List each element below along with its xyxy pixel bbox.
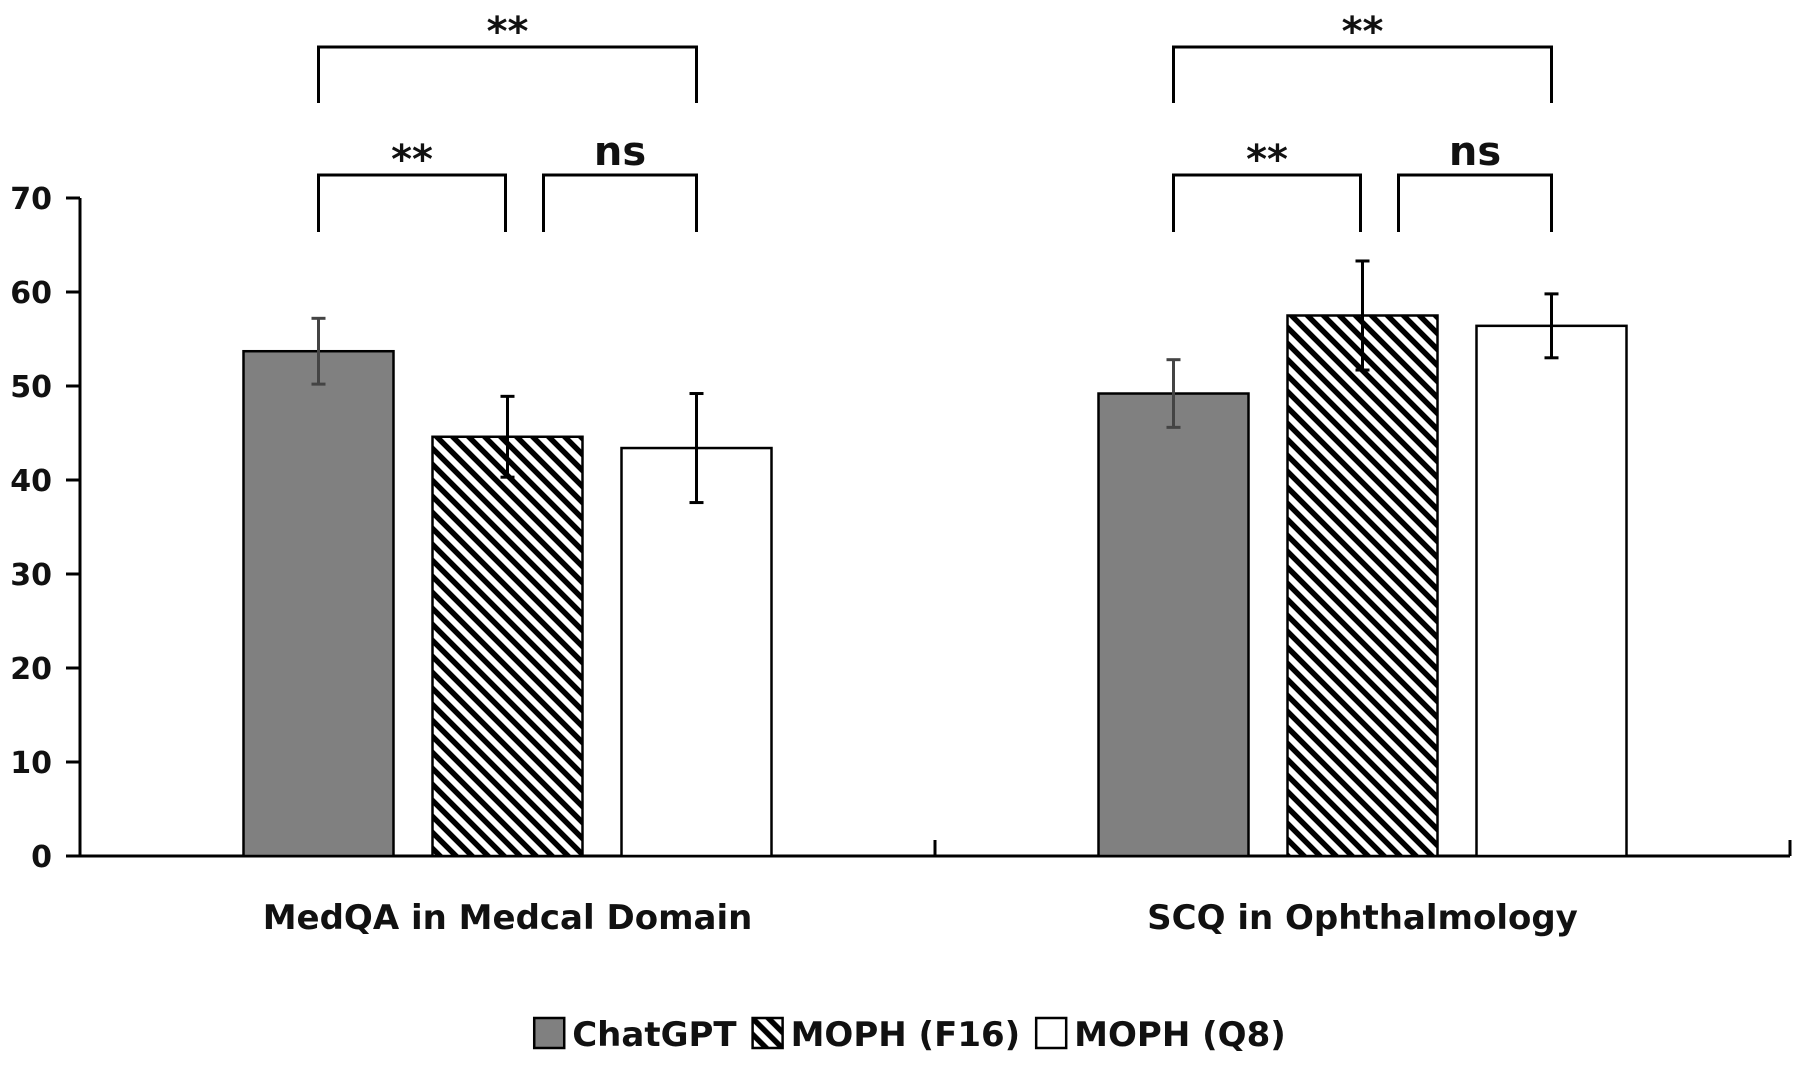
significance-label: ns xyxy=(594,129,646,175)
significance-label: ** xyxy=(391,137,433,183)
bar xyxy=(1097,392,1250,858)
error-bars xyxy=(311,259,1559,505)
bar xyxy=(620,446,773,858)
significance-label: ** xyxy=(1342,9,1384,55)
y-tick-label: 70 xyxy=(10,182,52,217)
bar xyxy=(242,349,395,858)
legend-items: ChatGPT MOPH (F16) MOPH (Q8) xyxy=(532,1015,1286,1055)
bars xyxy=(242,314,1628,858)
legend-swatch xyxy=(1034,1016,1068,1050)
legend-label: MOPH (Q8) xyxy=(1074,1015,1286,1055)
bar xyxy=(1475,324,1628,858)
significance-brackets: ** ns ** ** ns ** xyxy=(317,9,1553,232)
significance-bracket xyxy=(542,173,698,232)
legend-label: ChatGPT xyxy=(572,1015,737,1055)
legend: ChatGPT MOPH (F16) MOPH (Q8) xyxy=(532,1015,1286,1055)
y-tick-label: 10 xyxy=(10,746,52,781)
significance-label: ** xyxy=(1246,137,1288,183)
y-tick-label: 40 xyxy=(10,464,52,499)
legend-item: ChatGPT xyxy=(532,1015,737,1055)
legend-swatch xyxy=(532,1016,566,1050)
significance-bracket xyxy=(1172,45,1553,103)
significance-bracket xyxy=(317,173,507,232)
bar xyxy=(431,435,584,858)
bar xyxy=(1286,314,1439,858)
legend-item: MOPH (Q8) xyxy=(1034,1015,1286,1055)
significance-label: ns xyxy=(1449,129,1501,175)
y-tick-label: 30 xyxy=(10,558,52,593)
significance-label: ** xyxy=(487,9,529,55)
legend-label: MOPH (F16) xyxy=(791,1015,1021,1055)
y-tick-label: 60 xyxy=(10,276,52,311)
significance-bracket xyxy=(317,45,698,103)
y-tick-label: 0 xyxy=(31,840,52,875)
significance-bracket xyxy=(1172,173,1362,232)
legend-swatch xyxy=(751,1016,784,1050)
legend-item: MOPH (F16) xyxy=(751,1015,1021,1055)
y-tick-label: 50 xyxy=(10,370,52,405)
significance-bracket xyxy=(1397,173,1553,232)
x-category-label: MedQA in Medcal Domain xyxy=(263,898,753,938)
x-category-label: SCQ in Ophthalmology xyxy=(1147,898,1578,938)
y-tick-label: 20 xyxy=(10,652,52,687)
axes: 0 10 20 30 40 50 60 70 MedQA in Medcal Domain SCQ… xyxy=(10,182,1792,938)
